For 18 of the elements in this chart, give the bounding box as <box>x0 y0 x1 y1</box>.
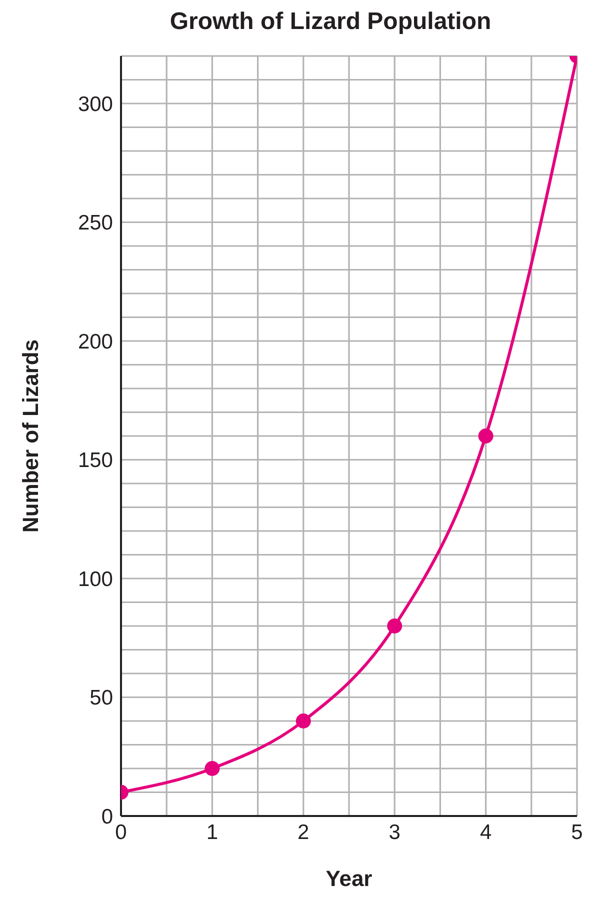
point <box>296 714 311 728</box>
chart-title: Growth of Lizard Population <box>168 8 492 37</box>
y-tick-label: 150 <box>78 449 113 472</box>
point <box>387 618 402 634</box>
y-tick-label: 300 <box>78 92 113 116</box>
y-tick-label: 200 <box>78 330 113 354</box>
y-tick-label: 250 <box>78 212 113 235</box>
x-tick-label: 1 <box>206 820 218 844</box>
x-tick-label: 3 <box>388 820 400 844</box>
y-tick-label: 100 <box>78 568 113 591</box>
y-tick-label: 0 <box>101 805 113 828</box>
y-tick-label: 50 <box>90 686 113 710</box>
y-axis-title: Number of Lizards <box>18 339 43 533</box>
point <box>204 761 220 776</box>
x-tick-label: 4 <box>480 820 492 844</box>
x-tick-label: 2 <box>298 820 310 844</box>
x-axis-title: Year <box>326 866 373 891</box>
x-tick-label: 5 <box>571 820 583 844</box>
